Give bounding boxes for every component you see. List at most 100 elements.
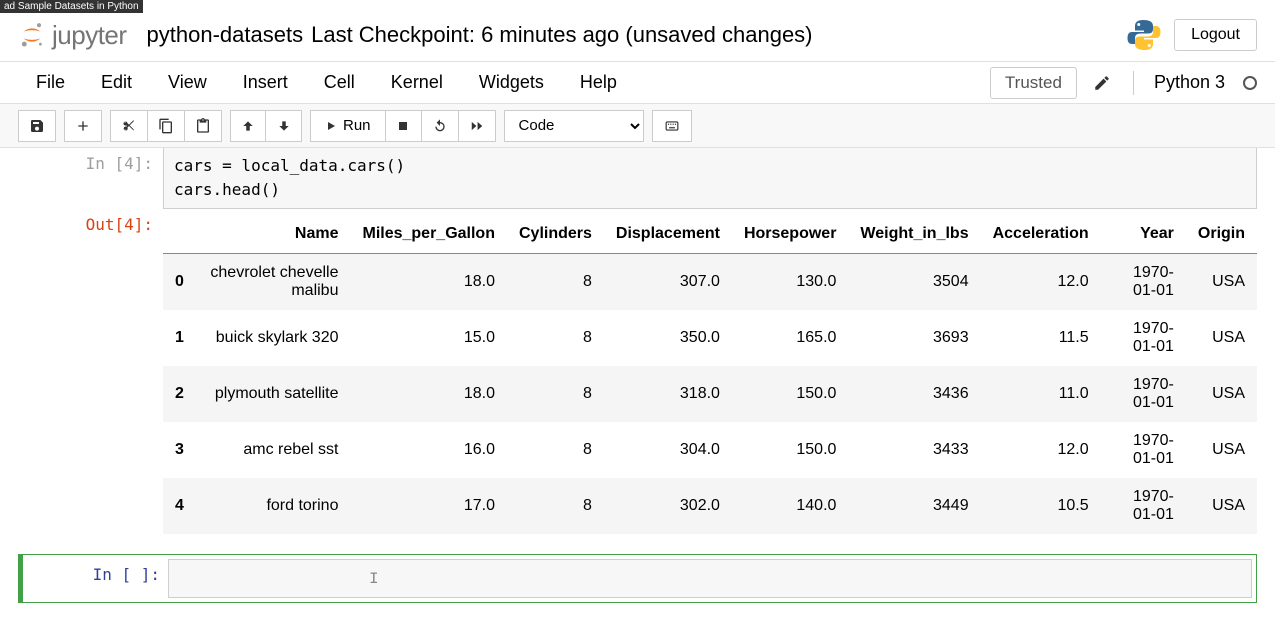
restart-run-all-button[interactable]: [459, 110, 496, 142]
checkpoint-status: Last Checkpoint: 6 minutes ago (unsaved …: [311, 22, 812, 48]
cell: 1970-01-01: [1101, 478, 1186, 534]
paste-button[interactable]: [185, 110, 222, 142]
row-index: 2: [163, 366, 196, 422]
keyboard-icon: [663, 119, 681, 133]
cell: 1970-01-01: [1101, 310, 1186, 366]
cell: USA: [1186, 366, 1257, 422]
cell: ford torino: [196, 478, 351, 534]
save-button[interactable]: [18, 110, 56, 142]
cell: 1970-01-01: [1101, 254, 1186, 311]
move-up-button[interactable]: [230, 110, 266, 142]
menu-view[interactable]: View: [150, 62, 225, 103]
cell: 165.0: [732, 310, 848, 366]
cell: 1970-01-01: [1101, 366, 1186, 422]
paste-icon: [195, 118, 211, 134]
logo-text: jupyter: [52, 20, 127, 51]
restart-icon: [432, 118, 448, 134]
cell: 3436: [848, 366, 980, 422]
python-icon: [1126, 17, 1162, 53]
cell: 150.0: [732, 422, 848, 478]
tab-title-hint: ad Sample Datasets in Python: [0, 0, 143, 13]
menu-help[interactable]: Help: [562, 62, 635, 103]
cut-button[interactable]: [110, 110, 148, 142]
input-prompt: In [4]:: [18, 148, 163, 209]
table-row: 2plymouth satellite18.08318.0150.0343611…: [163, 366, 1257, 422]
cell: 8: [507, 254, 604, 311]
cell: 150.0: [732, 366, 848, 422]
menu-edit[interactable]: Edit: [83, 62, 150, 103]
copy-button[interactable]: [148, 110, 185, 142]
command-palette-button[interactable]: [652, 110, 692, 142]
cell: buick skylark 320: [196, 310, 351, 366]
cell: 17.0: [350, 478, 507, 534]
table-row: 0chevrolet chevelle malibu18.08307.0130.…: [163, 254, 1257, 311]
code-line: cars.head(): [174, 178, 1246, 202]
logout-button[interactable]: Logout: [1174, 19, 1257, 51]
notebook-container: In [4]: cars = local_data.cars() cars.he…: [0, 148, 1275, 630]
header: jupyter python-datasets Last Checkpoint:…: [0, 13, 1275, 62]
menu-insert[interactable]: Insert: [225, 62, 306, 103]
cell: 10.5: [981, 478, 1101, 534]
empty-code-cell[interactable]: In [ ]: I: [18, 554, 1257, 603]
cell: 302.0: [604, 478, 732, 534]
output-prompt: Out[4]:: [18, 209, 163, 546]
code-input-empty[interactable]: I: [168, 559, 1252, 598]
cell: 3693: [848, 310, 980, 366]
edit-mode-button[interactable]: [1085, 70, 1119, 96]
interrupt-button[interactable]: [386, 110, 422, 142]
restart-button[interactable]: [422, 110, 459, 142]
cell: 15.0: [350, 310, 507, 366]
column-header: Name: [196, 215, 351, 254]
cell: 8: [507, 422, 604, 478]
pencil-icon: [1093, 74, 1111, 92]
cell: 18.0: [350, 254, 507, 311]
cell: 18.0: [350, 366, 507, 422]
play-icon: [325, 119, 337, 133]
column-header: Year: [1101, 215, 1186, 254]
column-header: Weight_in_lbs: [848, 215, 980, 254]
celltype-select[interactable]: Code: [504, 110, 644, 142]
insert-cell-button[interactable]: [64, 110, 102, 142]
run-label: Run: [343, 117, 371, 134]
arrow-up-icon: [241, 119, 255, 133]
notebook-title[interactable]: python-datasets: [147, 22, 304, 48]
row-index: 0: [163, 254, 196, 311]
cell: 130.0: [732, 254, 848, 311]
column-header: Acceleration: [981, 215, 1101, 254]
cell: 8: [507, 310, 604, 366]
cell: 16.0: [350, 422, 507, 478]
output-cell-4: Out[4]: NameMiles_per_GallonCylindersDis…: [18, 209, 1257, 546]
plus-icon: [75, 118, 91, 134]
jupyter-logo[interactable]: jupyter: [18, 20, 127, 51]
cell: amc rebel sst: [196, 422, 351, 478]
copy-icon: [158, 118, 174, 134]
row-index: 1: [163, 310, 196, 366]
cell: 1970-01-01: [1101, 422, 1186, 478]
cell: 140.0: [732, 478, 848, 534]
cell: USA: [1186, 478, 1257, 534]
code-cell-4[interactable]: In [4]: cars = local_data.cars() cars.he…: [18, 148, 1257, 209]
code-input[interactable]: cars = local_data.cars() cars.head(): [163, 148, 1257, 209]
move-down-button[interactable]: [266, 110, 302, 142]
run-button[interactable]: Run: [310, 110, 386, 142]
dataframe-table: NameMiles_per_GallonCylindersDisplacemen…: [163, 215, 1257, 534]
cell: 3449: [848, 478, 980, 534]
menu-kernel[interactable]: Kernel: [373, 62, 461, 103]
menu-cell[interactable]: Cell: [306, 62, 373, 103]
cell: plymouth satellite: [196, 366, 351, 422]
output-area: NameMiles_per_GallonCylindersDisplacemen…: [163, 209, 1257, 546]
kernel-name[interactable]: Python 3: [1148, 68, 1231, 97]
toolbar: Run Code: [0, 104, 1275, 148]
save-icon: [29, 118, 45, 134]
menu-file[interactable]: File: [18, 62, 83, 103]
table-row: 1buick skylark 32015.08350.0165.0369311.…: [163, 310, 1257, 366]
stop-icon: [397, 120, 409, 132]
trusted-indicator[interactable]: Trusted: [990, 67, 1077, 99]
menu-widgets[interactable]: Widgets: [461, 62, 562, 103]
cell: 12.0: [981, 254, 1101, 311]
fast-forward-icon: [469, 119, 485, 133]
cell: 11.5: [981, 310, 1101, 366]
row-index: 3: [163, 422, 196, 478]
cell: 304.0: [604, 422, 732, 478]
column-header: Horsepower: [732, 215, 848, 254]
